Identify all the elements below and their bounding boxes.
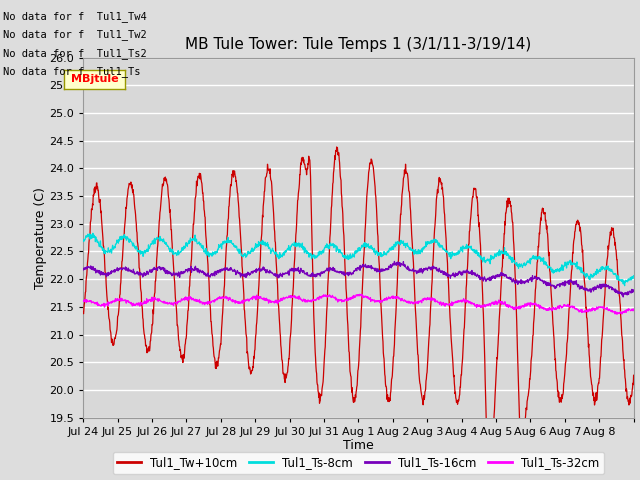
Text: No data for f  Tul1_Tw4: No data for f Tul1_Tw4 xyxy=(3,11,147,22)
Text: No data for f  Tul1_Ts: No data for f Tul1_Ts xyxy=(3,66,141,77)
X-axis label: Time: Time xyxy=(343,439,374,453)
Text: MBjtule: MBjtule xyxy=(70,74,118,84)
Text: No data for f  Tul1_Tw2: No data for f Tul1_Tw2 xyxy=(3,29,147,40)
Title: MB Tule Tower: Tule Temps 1 (3/1/11-3/19/14): MB Tule Tower: Tule Temps 1 (3/1/11-3/19… xyxy=(185,37,532,52)
Legend: Tul1_Tw+10cm, Tul1_Ts-8cm, Tul1_Ts-16cm, Tul1_Ts-32cm: Tul1_Tw+10cm, Tul1_Ts-8cm, Tul1_Ts-16cm,… xyxy=(113,452,604,474)
Text: No data for f  Tul1_Ts2: No data for f Tul1_Ts2 xyxy=(3,48,147,59)
Y-axis label: Temperature (C): Temperature (C) xyxy=(33,187,47,288)
